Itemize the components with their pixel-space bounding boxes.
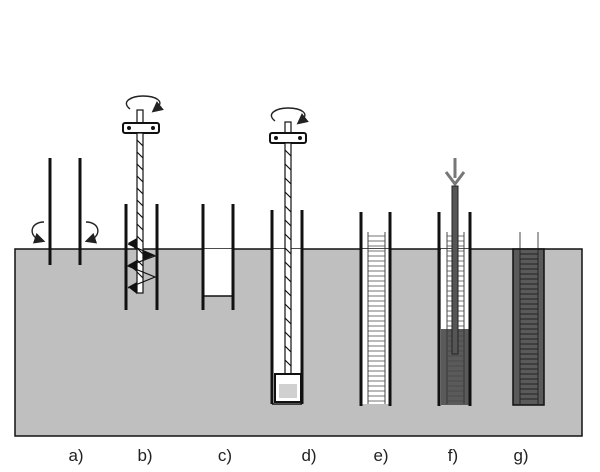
- step-label-f: f): [447, 446, 459, 465]
- step-d-cleaning-bucket: [269, 107, 309, 405]
- step-b-auger-drilling: [122, 95, 164, 310]
- concrete-pile: [512, 248, 545, 406]
- step-g-finished-pile: [512, 232, 545, 406]
- step-label-c: c): [217, 446, 233, 465]
- step-f-tremie-concreting: [437, 158, 472, 406]
- rotation-arrow-right-icon: [84, 221, 99, 244]
- step-e-reinforcement-cage: [359, 212, 392, 406]
- rotation-arrow-icon: [125, 95, 164, 113]
- tremie-pipe: [451, 185, 459, 355]
- step-c-open-bore: [201, 204, 235, 310]
- step-a-rotating-casing: [31, 158, 99, 265]
- step-label-g: g): [513, 446, 529, 465]
- step-label-a: a): [68, 446, 84, 465]
- rotation-arrow-icon: [270, 107, 309, 125]
- step-label-e: e): [373, 446, 389, 465]
- step-label-d: d): [301, 446, 317, 465]
- step-label-b: b): [137, 446, 153, 465]
- rotation-arrow-left-icon: [31, 221, 46, 244]
